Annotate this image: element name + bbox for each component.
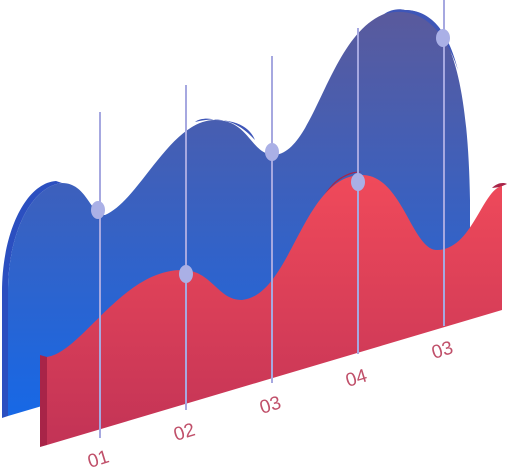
category-label: 02 <box>171 420 197 446</box>
marker-dot <box>91 201 105 219</box>
marker-dot <box>351 173 365 191</box>
category-label: 03 <box>429 338 455 364</box>
dots <box>91 29 450 283</box>
category-label: 04 <box>343 365 370 391</box>
red-face <box>47 175 502 445</box>
marker-dot <box>179 265 193 283</box>
marker-dot <box>265 143 279 161</box>
category-label: 03 <box>257 393 283 419</box>
red-area <box>40 171 507 447</box>
blue-top-edge <box>195 9 458 140</box>
marker-dot <box>436 29 450 47</box>
category-label: 01 <box>85 447 111 470</box>
